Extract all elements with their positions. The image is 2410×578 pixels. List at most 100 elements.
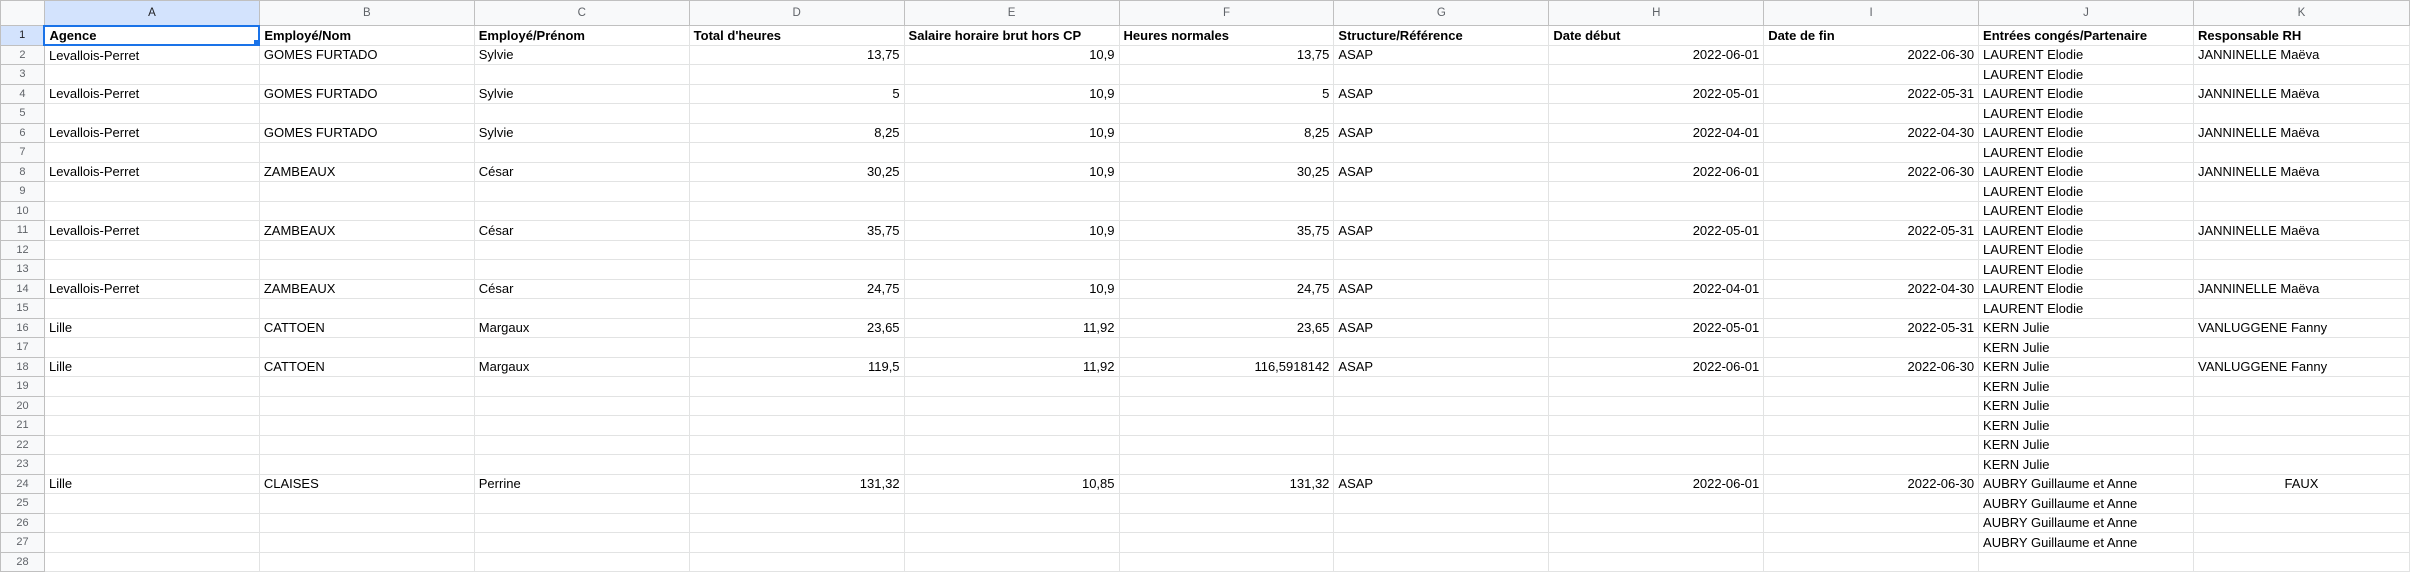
- row-header[interactable]: 8: [0, 161, 45, 182]
- cell-a2[interactable]: Levallois-Perret: [43, 44, 260, 65]
- cell-i13[interactable]: [1763, 259, 1980, 280]
- cell-e5[interactable]: [903, 103, 1120, 124]
- cell-h2[interactable]: 2022-06-01: [1548, 44, 1765, 65]
- cell-i22[interactable]: [1763, 434, 1980, 455]
- cell-f22[interactable]: [1118, 434, 1335, 455]
- cell-c20[interactable]: [473, 395, 690, 416]
- cell-j9[interactable]: LAURENT Elodie: [1978, 181, 2194, 202]
- cell-d25[interactable]: [688, 493, 905, 514]
- cell-j16[interactable]: KERN Julie: [1978, 317, 2194, 338]
- cell-j22[interactable]: KERN Julie: [1978, 434, 2194, 455]
- row-header[interactable]: 28: [0, 551, 45, 572]
- cell-j10[interactable]: LAURENT Elodie: [1978, 200, 2194, 221]
- row-header[interactable]: 12: [0, 239, 45, 260]
- cell-k24[interactable]: FAUX: [2193, 473, 2410, 494]
- cell-k1[interactable]: Responsable RH: [2193, 25, 2410, 46]
- cell-e13[interactable]: [903, 259, 1120, 280]
- row-header[interactable]: 7: [0, 142, 45, 163]
- cell-f15[interactable]: [1118, 298, 1335, 319]
- cell-e2[interactable]: 10,9: [903, 44, 1120, 65]
- cell-g19[interactable]: [1333, 376, 1550, 397]
- cell-h25[interactable]: [1548, 493, 1765, 514]
- cell-c17[interactable]: [473, 337, 690, 358]
- cell-h12[interactable]: [1548, 239, 1765, 260]
- cell-j27[interactable]: AUBRY Guillaume et Anne: [1978, 532, 2194, 553]
- cell-f4[interactable]: 5: [1118, 83, 1335, 104]
- column-header-a[interactable]: A: [43, 0, 260, 26]
- cell-c8[interactable]: César: [473, 161, 690, 182]
- cell-f27[interactable]: [1118, 532, 1335, 553]
- cell-f13[interactable]: [1118, 259, 1335, 280]
- cell-c24[interactable]: Perrine: [473, 473, 690, 494]
- cell-b21[interactable]: [258, 415, 475, 436]
- cell-h28[interactable]: [1548, 551, 1765, 572]
- cell-e22[interactable]: [903, 434, 1120, 455]
- cell-j21[interactable]: KERN Julie: [1978, 415, 2194, 436]
- row-header[interactable]: 21: [0, 415, 45, 436]
- cell-b19[interactable]: [258, 376, 475, 397]
- column-header-h[interactable]: H: [1548, 0, 1765, 26]
- cell-c22[interactable]: [473, 434, 690, 455]
- cell-i1[interactable]: Date de fin: [1763, 25, 1980, 46]
- cell-j2[interactable]: LAURENT Elodie: [1978, 44, 2194, 65]
- cell-k21[interactable]: [2193, 415, 2410, 436]
- cell-h20[interactable]: [1548, 395, 1765, 416]
- cell-j23[interactable]: KERN Julie: [1978, 454, 2194, 475]
- cell-k2[interactable]: JANNINELLE Maëva: [2193, 44, 2410, 65]
- cell-f10[interactable]: [1118, 200, 1335, 221]
- cell-k6[interactable]: JANNINELLE Maëva: [2193, 122, 2410, 143]
- cell-j17[interactable]: KERN Julie: [1978, 337, 2194, 358]
- cell-h22[interactable]: [1548, 434, 1765, 455]
- row-header[interactable]: 1: [0, 25, 45, 46]
- cell-f17[interactable]: [1118, 337, 1335, 358]
- cell-i14[interactable]: 2022-04-30: [1763, 278, 1980, 299]
- cell-e11[interactable]: 10,9: [903, 220, 1120, 241]
- cell-h10[interactable]: [1548, 200, 1765, 221]
- cell-b16[interactable]: CATTOEN: [258, 317, 475, 338]
- cell-h16[interactable]: 2022-05-01: [1548, 317, 1765, 338]
- row-header[interactable]: 3: [0, 64, 45, 85]
- cell-j28[interactable]: [1978, 551, 2194, 572]
- cell-h11[interactable]: 2022-05-01: [1548, 220, 1765, 241]
- column-header-k[interactable]: K: [2193, 0, 2410, 26]
- cell-a8[interactable]: Levallois-Perret: [43, 161, 260, 182]
- row-header[interactable]: 18: [0, 356, 45, 377]
- row-header[interactable]: 25: [0, 493, 45, 514]
- cell-f8[interactable]: 30,25: [1118, 161, 1335, 182]
- cell-g15[interactable]: [1333, 298, 1550, 319]
- cell-d22[interactable]: [688, 434, 905, 455]
- cell-g22[interactable]: [1333, 434, 1550, 455]
- cell-k23[interactable]: [2193, 454, 2410, 475]
- cell-b26[interactable]: [258, 512, 475, 533]
- cell-d19[interactable]: [688, 376, 905, 397]
- cell-k11[interactable]: JANNINELLE Maëva: [2193, 220, 2410, 241]
- cell-k25[interactable]: [2193, 493, 2410, 514]
- cell-d12[interactable]: [688, 239, 905, 260]
- cell-j6[interactable]: LAURENT Elodie: [1978, 122, 2194, 143]
- cell-c12[interactable]: [473, 239, 690, 260]
- cell-h14[interactable]: 2022-04-01: [1548, 278, 1765, 299]
- cell-k13[interactable]: [2193, 259, 2410, 280]
- cell-j19[interactable]: KERN Julie: [1978, 376, 2194, 397]
- row-header[interactable]: 15: [0, 298, 45, 319]
- cell-c13[interactable]: [473, 259, 690, 280]
- cell-j8[interactable]: LAURENT Elodie: [1978, 161, 2194, 182]
- cell-a23[interactable]: [43, 454, 260, 475]
- cell-h8[interactable]: 2022-06-01: [1548, 161, 1765, 182]
- cell-f6[interactable]: 8,25: [1118, 122, 1335, 143]
- cell-b9[interactable]: [258, 181, 475, 202]
- cell-k15[interactable]: [2193, 298, 2410, 319]
- cell-a4[interactable]: Levallois-Perret: [43, 83, 260, 104]
- cell-g7[interactable]: [1333, 142, 1550, 163]
- cell-d28[interactable]: [688, 551, 905, 572]
- cell-f20[interactable]: [1118, 395, 1335, 416]
- cell-b15[interactable]: [258, 298, 475, 319]
- cell-f18[interactable]: 116,5918142: [1118, 356, 1335, 377]
- cell-c1[interactable]: Employé/Prénom: [473, 25, 690, 46]
- row-header[interactable]: 16: [0, 317, 45, 338]
- cell-h27[interactable]: [1548, 532, 1765, 553]
- row-header[interactable]: 13: [0, 259, 45, 280]
- cell-c26[interactable]: [473, 512, 690, 533]
- cell-j5[interactable]: LAURENT Elodie: [1978, 103, 2194, 124]
